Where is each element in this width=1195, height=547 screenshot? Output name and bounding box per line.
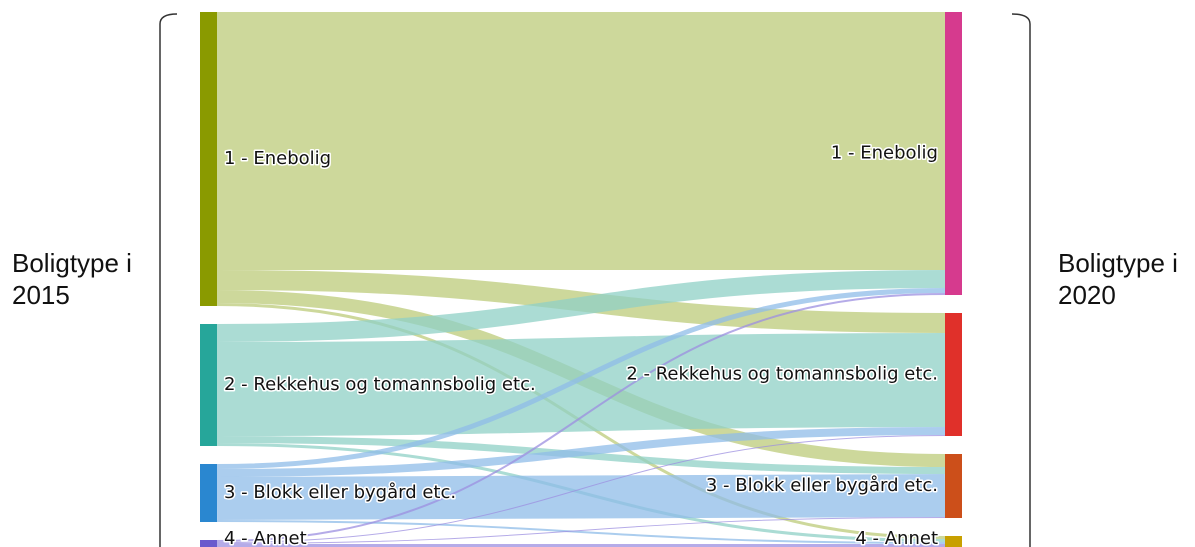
node-bar bbox=[945, 12, 962, 295]
flow-link bbox=[216, 517, 946, 544]
right-axis-label: Boligtype i 2020 bbox=[1058, 248, 1178, 310]
flow-link bbox=[216, 520, 946, 544]
flow-link bbox=[216, 288, 946, 469]
node-bar bbox=[200, 540, 217, 547]
node-label: 4 - Annet bbox=[855, 528, 938, 547]
node-bar bbox=[945, 313, 962, 436]
node-bar bbox=[200, 324, 217, 446]
flow-link bbox=[216, 474, 946, 520]
flow-link bbox=[216, 293, 946, 542]
node-bar bbox=[945, 454, 962, 518]
node-label: 2 - Rekkehus og tomannsbolig etc. bbox=[224, 374, 536, 395]
flow-link bbox=[216, 270, 946, 342]
node-label: 3 - Blokk eller bygård etc. bbox=[706, 475, 938, 496]
node-label: 4 - Annet bbox=[224, 528, 307, 547]
flow-link bbox=[216, 333, 946, 436]
flow-link bbox=[216, 435, 946, 543]
node-bar bbox=[200, 464, 217, 522]
node-bar bbox=[945, 536, 962, 547]
node-label: 2 - Rekkehus og tomannsbolig etc. bbox=[626, 364, 938, 385]
left-axis-label: Boligtype i 2015 bbox=[12, 248, 132, 310]
node-label: 3 - Blokk eller bygård etc. bbox=[224, 482, 456, 503]
node-label: 1 - Enebolig bbox=[831, 143, 938, 164]
node-label: 1 - Enebolig bbox=[224, 148, 331, 169]
left-bracket bbox=[159, 13, 178, 547]
right-bracket bbox=[1011, 13, 1031, 547]
node-bar bbox=[200, 12, 217, 306]
flow-link bbox=[216, 427, 946, 477]
